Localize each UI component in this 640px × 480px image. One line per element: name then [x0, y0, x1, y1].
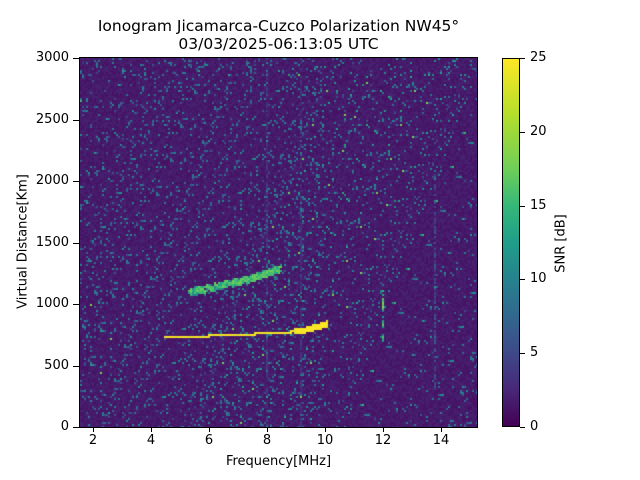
y-tick-label: 3000	[35, 50, 69, 65]
y-tick	[73, 243, 79, 244]
y-tick	[73, 427, 79, 428]
x-tick	[441, 427, 442, 432]
colorbar-label: SNR [dB]	[553, 214, 569, 273]
colorbar-tick-label: 25	[530, 50, 547, 65]
colorbar-tick	[520, 206, 525, 207]
colorbar-tick-label: 5	[530, 345, 539, 360]
ionogram-heatmap	[80, 58, 477, 427]
colorbar-tick	[520, 353, 525, 354]
x-tick	[93, 427, 94, 432]
x-tick-label: 10	[316, 433, 334, 448]
y-tick-label: 1500	[35, 235, 69, 250]
x-tick	[325, 427, 326, 432]
x-tick	[151, 427, 152, 432]
x-tick	[267, 427, 268, 432]
y-tick-label: 1000	[35, 296, 69, 311]
y-tick	[73, 366, 79, 367]
x-tick-label: 6	[204, 433, 214, 448]
x-tick-label: 8	[262, 433, 272, 448]
y-tick-label: 500	[44, 358, 69, 373]
colorbar-tick-label: 20	[530, 124, 547, 139]
x-tick-label: 4	[146, 433, 156, 448]
colorbar-tick	[520, 58, 525, 59]
y-tick	[73, 304, 79, 305]
y-tick-label: 2500	[35, 112, 69, 127]
x-tick-label: 12	[374, 433, 392, 448]
x-tick-label: 14	[432, 433, 450, 448]
x-axis-label: Frequency[MHz]	[225, 454, 332, 469]
x-tick-label: 2	[88, 433, 98, 448]
colorbar-tick-label: 15	[530, 198, 547, 213]
x-tick	[383, 427, 384, 432]
colorbar-tick	[520, 132, 525, 133]
colorbar-tick-label: 0	[530, 419, 539, 434]
y-tick	[73, 58, 79, 59]
x-tick	[209, 427, 210, 432]
chart-subtitle: 03/03/2025-06:13:05 UTC	[178, 35, 379, 53]
chart-title: Ionogram Jicamarca-Cuzco Polarization NW…	[97, 17, 460, 35]
colorbar-tick	[520, 279, 525, 280]
y-axis-label: Virtual Distance[Km]	[15, 174, 31, 309]
y-tick-label: 0	[60, 419, 69, 434]
y-tick	[73, 181, 79, 182]
colorbar-tick	[520, 427, 525, 428]
colorbar-tick-label: 10	[530, 271, 547, 286]
colorbar	[502, 58, 520, 427]
y-tick	[73, 120, 79, 121]
y-tick-label: 2000	[35, 173, 69, 188]
